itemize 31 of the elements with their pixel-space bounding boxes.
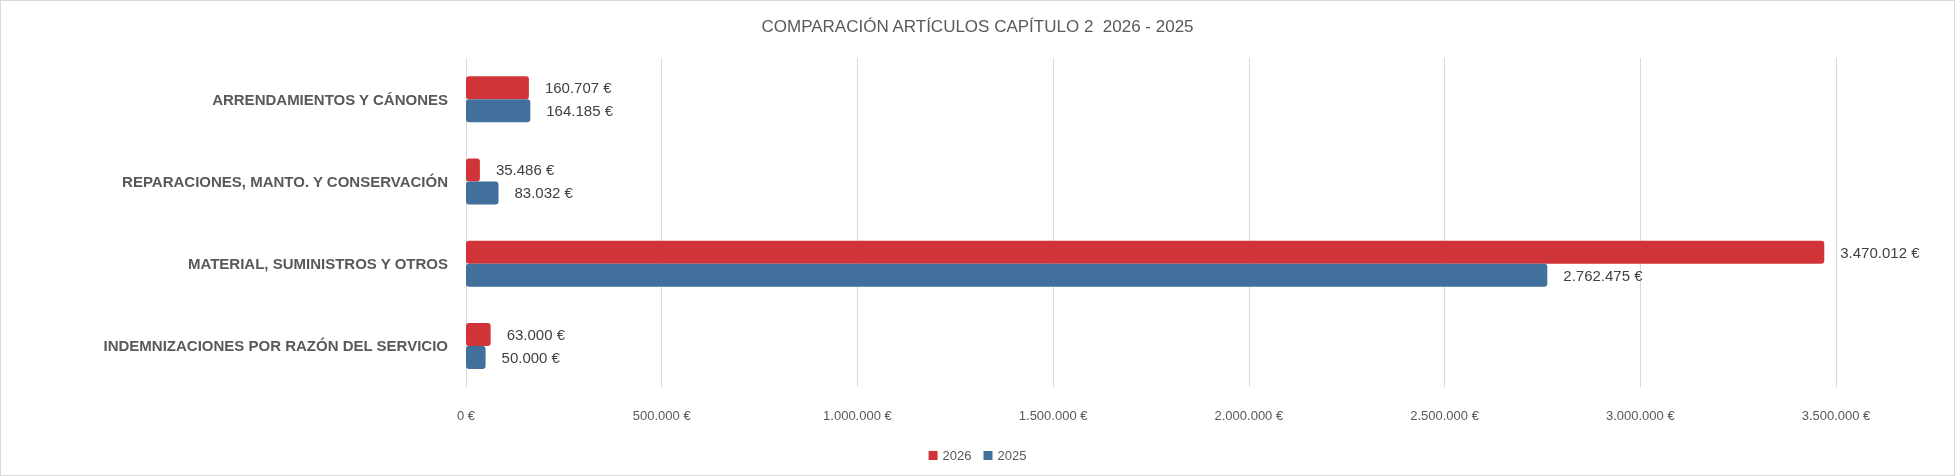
x-tick-label: 2.500.000 €: [1410, 408, 1480, 423]
y-tick-label: MATERIAL, SUMINISTROS Y OTROS: [187, 255, 448, 273]
x-tick-label: 500.000 €: [632, 408, 692, 423]
bar: [466, 99, 531, 123]
bar: [466, 263, 1548, 287]
data-label: 50.000 €: [501, 348, 561, 366]
y-tick-label: INDEMNIZACIONES POR RAZÓN DEL SERVICIO: [103, 337, 449, 355]
bar: [466, 181, 499, 205]
x-tick-label: 3.000.000 €: [1605, 408, 1676, 423]
legend-label: 2026: [942, 448, 972, 463]
bar: [466, 158, 480, 182]
data-label: 83.032 €: [514, 184, 574, 202]
x-tick-label: 2.000.000 €: [1214, 408, 1284, 423]
data-label: 160.707 €: [544, 79, 613, 97]
y-tick-label: ARRENDAMIENTOS Y CÁNONES: [212, 90, 448, 108]
bar: [466, 76, 529, 100]
legend-label: 2025: [997, 448, 1027, 463]
data-label: 164.185 €: [546, 102, 614, 120]
data-label: 63.000 €: [506, 325, 566, 343]
y-tick-label: REPARACIONES, MANTO. Y CONSERVACIÓN: [122, 172, 448, 190]
bar: [466, 345, 486, 369]
x-tick-label: 1.500.000 €: [1018, 408, 1089, 423]
bar: [466, 240, 1825, 264]
x-tick-label: 1.000.000 €: [823, 408, 893, 423]
x-tick-label: 0 €: [456, 408, 476, 423]
data-label: 2.762.475 €: [1563, 266, 1644, 284]
chart-title: COMPARACIÓN ARTÍCULOS CAPÍTULO 2 2026 - 2025: [761, 17, 1194, 36]
data-label: 3.470.012 €: [1840, 243, 1921, 261]
bar: [466, 322, 491, 346]
x-tick-label: 3.500.000 €: [1801, 408, 1872, 423]
data-label: 35.486 €: [495, 161, 555, 179]
